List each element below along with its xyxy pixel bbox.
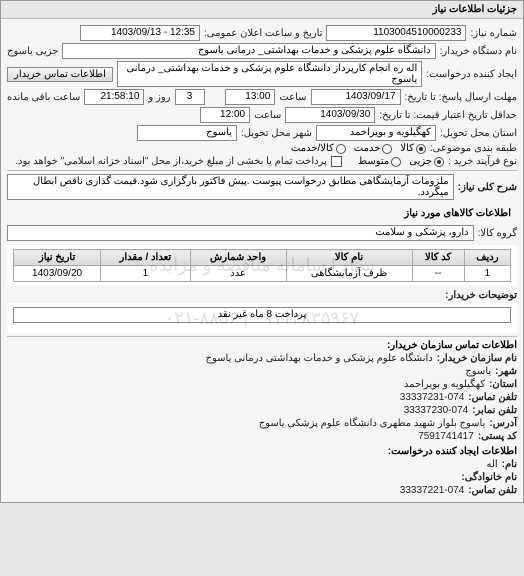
creator-family-label: نام خانوادگی: xyxy=(461,472,517,483)
request-no-label: شماره نیاز: xyxy=(470,28,517,39)
radio-dot-icon xyxy=(416,144,426,154)
creator-phone-label: تلفن تماس: xyxy=(468,485,517,496)
goods-section-title: اطلاعات کالاهای مورد نیاز xyxy=(7,204,517,223)
goods-table: ردیف کد کالا نام کالا واحد شمارش تعداد /… xyxy=(13,249,511,282)
buyer-notes-field: پرداخت 8 ماه غیر نقد xyxy=(13,307,511,323)
radio-dot-icon xyxy=(434,157,444,167)
creator-name-value: اله xyxy=(486,459,497,470)
time-label-2: ساعت xyxy=(254,110,281,121)
radio-dot-icon xyxy=(391,157,401,167)
radio-khadmat-label: خدمت xyxy=(354,143,381,154)
contact-city-label: شهر: xyxy=(495,366,517,377)
contact-org-value: دانشگاه علوم پزشکی و خدمات بهداشتی درمان… xyxy=(206,353,433,364)
td-row: 1 xyxy=(464,266,510,282)
radio-jozi[interactable]: جزیی xyxy=(409,156,444,167)
treasury-checkbox[interactable] xyxy=(331,156,342,167)
response-deadline-label: مهلت ارسال پاسخ: تا تاریخ: xyxy=(405,92,517,103)
response-deadline-date: 1403/09/17 xyxy=(311,89,401,105)
divider xyxy=(7,170,517,171)
validity-time: 12:00 xyxy=(200,107,250,123)
remaining-label: ساعت باقی مانده xyxy=(7,92,80,103)
divider xyxy=(7,336,517,337)
remaining-time: 21:58:10 xyxy=(84,89,144,105)
treasury-checkbox-label: پرداخت تمام یا بخشی از مبلغ خرید،از محل … xyxy=(15,156,327,167)
buyer-org-label: نام دستگاه خریدار: xyxy=(440,46,517,57)
contact-city-value: یاسوج xyxy=(465,366,491,377)
request-no-field: 1103004510000233 xyxy=(326,25,466,41)
need-title-field: ملزومات آزمایشگاهی مطابق درخواست پیوست .… xyxy=(7,174,454,200)
table-row[interactable]: 1 -- ظرف آزمایشگاهی عدد 1 1403/09/20 xyxy=(14,266,511,282)
details-panel: جزئیات اطلاعات نیاز شماره نیاز: 11030045… xyxy=(0,0,524,503)
td-code: -- xyxy=(412,266,464,282)
td-qty: 1 xyxy=(101,266,191,282)
sub-unit: جزیی یاسوج xyxy=(7,46,58,57)
contact-address-label: آدرس: xyxy=(489,418,517,429)
time-label-1: ساعت xyxy=(279,92,306,103)
radio-kala-khadmat[interactable]: کالا/خدمت xyxy=(291,143,346,154)
panel-title: جزئیات اطلاعات نیاز xyxy=(1,1,523,19)
radio-dot-icon xyxy=(336,144,346,154)
delivery-city: یاسوج xyxy=(137,125,237,141)
category-label: طبقه بندی موضوعی: xyxy=(430,143,517,154)
td-name: ظرف آزمایشگاهی xyxy=(286,266,412,282)
table-header-row: ردیف کد کالا نام کالا واحد شمارش تعداد /… xyxy=(14,250,511,266)
radio-kala-khadmat-label: کالا/خدمت xyxy=(291,143,334,154)
th-code: کد کالا xyxy=(412,250,464,266)
td-unit: عدد xyxy=(190,266,286,282)
contact-fax-label: تلفن نمابر: xyxy=(472,405,517,416)
category-radios: کالا خدمت کالا/خدمت xyxy=(291,143,426,154)
buyer-org-field: دانشگاه علوم پزشکی و خدمات بهداشتی_ درما… xyxy=(62,43,435,59)
days-label: روز و xyxy=(148,92,170,103)
need-title-label: شرح کلی نیاز: xyxy=(458,182,517,193)
announce-field: 12:35 - 1403/09/13 xyxy=(80,25,200,41)
goods-table-wrap: ستاد | سامانه مناقصه و مزایده ردیف کد کا… xyxy=(7,245,517,286)
validity-label: حداقل تاریخ اعتبار قیمت: تا تاریخ: xyxy=(379,110,517,121)
remaining-days: 3 xyxy=(175,89,205,105)
td-date: 1403/09/20 xyxy=(14,266,101,282)
contact-post-value: 7591741417 xyxy=(418,431,474,442)
contact-fax-value: 33337230-074 xyxy=(404,405,469,416)
buy-type-radios: جزیی متوسط xyxy=(358,156,444,167)
buy-type-label: نوع فرآیند خرید : xyxy=(448,156,517,167)
th-unit: واحد شمارش xyxy=(190,250,286,266)
radio-jozi-label: جزیی xyxy=(409,156,432,167)
creator-phone-value: 33337221-074 xyxy=(400,485,465,496)
radio-kala[interactable]: کالا xyxy=(400,143,426,154)
radio-dot-icon xyxy=(382,144,392,154)
contact-header: اطلاعات تماس سازمان خریدار: xyxy=(7,340,517,351)
announce-label: تاریخ و ساعت اعلان عمومی: xyxy=(204,28,323,39)
radio-kala-label: کالا xyxy=(400,143,414,154)
panel-body: شماره نیاز: 1103004510000233 تاریخ و ساع… xyxy=(1,19,523,502)
th-row: ردیف xyxy=(464,250,510,266)
contact-phone-label: تلفن تماس: xyxy=(468,392,517,403)
response-deadline-time: 13:00 xyxy=(225,89,275,105)
contact-province-value: کهگیلویه و بویراحمد xyxy=(404,379,485,390)
radio-motevaset-label: متوسط xyxy=(358,156,389,167)
th-name: نام کالا xyxy=(286,250,412,266)
validity-date: 1403/09/30 xyxy=(285,107,375,123)
contact-phone-value: 33337231-074 xyxy=(400,392,465,403)
delivery-city-label: شهر محل تحویل: xyxy=(241,128,312,139)
buyer-notes-area: ۰۹۱۱۳۸۳۵۹۶۷ | ۰۲۱-۸۸۵۶ پرداخت 8 ماه غیر … xyxy=(7,303,517,333)
radio-khadmat[interactable]: خدمت xyxy=(354,143,393,154)
th-qty: تعداد / مقدار xyxy=(101,250,191,266)
creator-label: ایجاد کننده درخواست: xyxy=(426,69,517,80)
delivery-province: کهگیلویه و بویراحمد xyxy=(316,125,436,141)
buyer-contact-button[interactable]: اطلاعات تماس خریدار xyxy=(7,67,113,82)
buyer-notes-label: توضیحات خریدار: xyxy=(445,290,517,301)
goods-group-label: گروه کالا: xyxy=(478,228,517,239)
creator-header: اطلاعات ایجاد کننده درخواست: xyxy=(7,446,517,457)
contact-post-label: کد پستی: xyxy=(478,431,517,442)
delivery-province-label: استان محل تحویل: xyxy=(440,128,517,139)
contact-address-value: یاسوج بلوار شهید مطهری دانشگاه علوم پزشک… xyxy=(259,418,486,429)
creator-name-label: نام: xyxy=(502,459,517,470)
radio-motevaset[interactable]: متوسط xyxy=(358,156,401,167)
contact-province-label: استان: xyxy=(489,379,517,390)
creator-field: اله ره انجام کارپرداز دانشگاه علوم پزشکی… xyxy=(117,61,422,87)
contact-org-label: نام سازمان خریدار: xyxy=(437,353,517,364)
goods-group-field: دارو، پزشکی و سلامت xyxy=(7,225,474,241)
th-date: تاریخ نیاز xyxy=(14,250,101,266)
